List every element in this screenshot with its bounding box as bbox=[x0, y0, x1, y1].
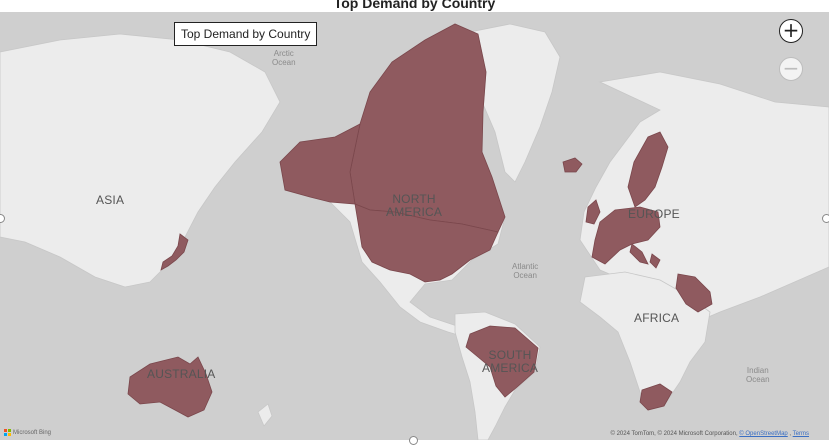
zoom-in-button[interactable]: + bbox=[779, 19, 803, 43]
attribution-text: © 2024 TomTom, © 2024 Microsoft Corporat… bbox=[610, 431, 740, 437]
country-italy-greece[interactable] bbox=[629, 243, 661, 269]
osm-link[interactable]: © OpenStreetMap bbox=[739, 431, 788, 437]
country-western-europe[interactable] bbox=[591, 206, 661, 265]
ocean-label-indian: Indian Ocean bbox=[746, 366, 770, 384]
country-brazil[interactable] bbox=[465, 325, 539, 398]
country-south-africa[interactable] bbox=[639, 383, 673, 411]
terms-link[interactable]: Terms bbox=[792, 431, 809, 437]
country-australia[interactable] bbox=[127, 356, 213, 418]
ocean-label-atlantic: Atlantic Ocean bbox=[512, 262, 539, 280]
region-label-asia: ASIA bbox=[96, 193, 125, 207]
map-attribution: © 2024 TomTom, © 2024 Microsoft Corporat… bbox=[611, 431, 810, 437]
attribution-separator: , bbox=[789, 431, 793, 437]
region-label-europe: EUROPE bbox=[628, 207, 680, 221]
world-map[interactable] bbox=[0, 12, 829, 440]
visual-tooltip: Top Demand by Country bbox=[174, 22, 318, 46]
bing-label: Microsoft Bing bbox=[13, 429, 52, 436]
microsoft-logo-icon bbox=[4, 429, 11, 436]
resize-handle-right[interactable] bbox=[822, 214, 829, 223]
region-label-south-america: SOUTH AMERICA bbox=[482, 348, 539, 375]
new-zealand[interactable] bbox=[257, 403, 273, 427]
country-japan[interactable] bbox=[160, 233, 189, 271]
country-alaska[interactable] bbox=[279, 123, 361, 205]
resize-handle-left[interactable] bbox=[0, 214, 5, 223]
map-canvas[interactable]: Top Demand by Country + − ASIA NORTH AME… bbox=[0, 12, 829, 440]
resize-handle-bottom[interactable] bbox=[409, 436, 418, 445]
zoom-out-button[interactable]: − bbox=[779, 57, 803, 81]
africa-land[interactable] bbox=[579, 271, 711, 411]
region-label-australia: AUSTRALIA bbox=[147, 367, 216, 381]
region-label-africa: AFRICA bbox=[634, 311, 680, 325]
country-uk[interactable] bbox=[585, 199, 601, 225]
ocean-label-arctic: Arctic Ocean bbox=[272, 49, 296, 67]
region-label-north-america: NORTH AMERICA bbox=[386, 192, 443, 219]
visual-title: Top Demand by Country bbox=[333, 0, 496, 11]
country-norway-sweden-finland[interactable] bbox=[627, 131, 669, 208]
country-saudi-arabia[interactable] bbox=[675, 273, 713, 313]
country-united-states[interactable] bbox=[354, 203, 499, 283]
country-iceland[interactable] bbox=[562, 157, 583, 173]
bing-logo: Microsoft Bing bbox=[4, 429, 51, 436]
